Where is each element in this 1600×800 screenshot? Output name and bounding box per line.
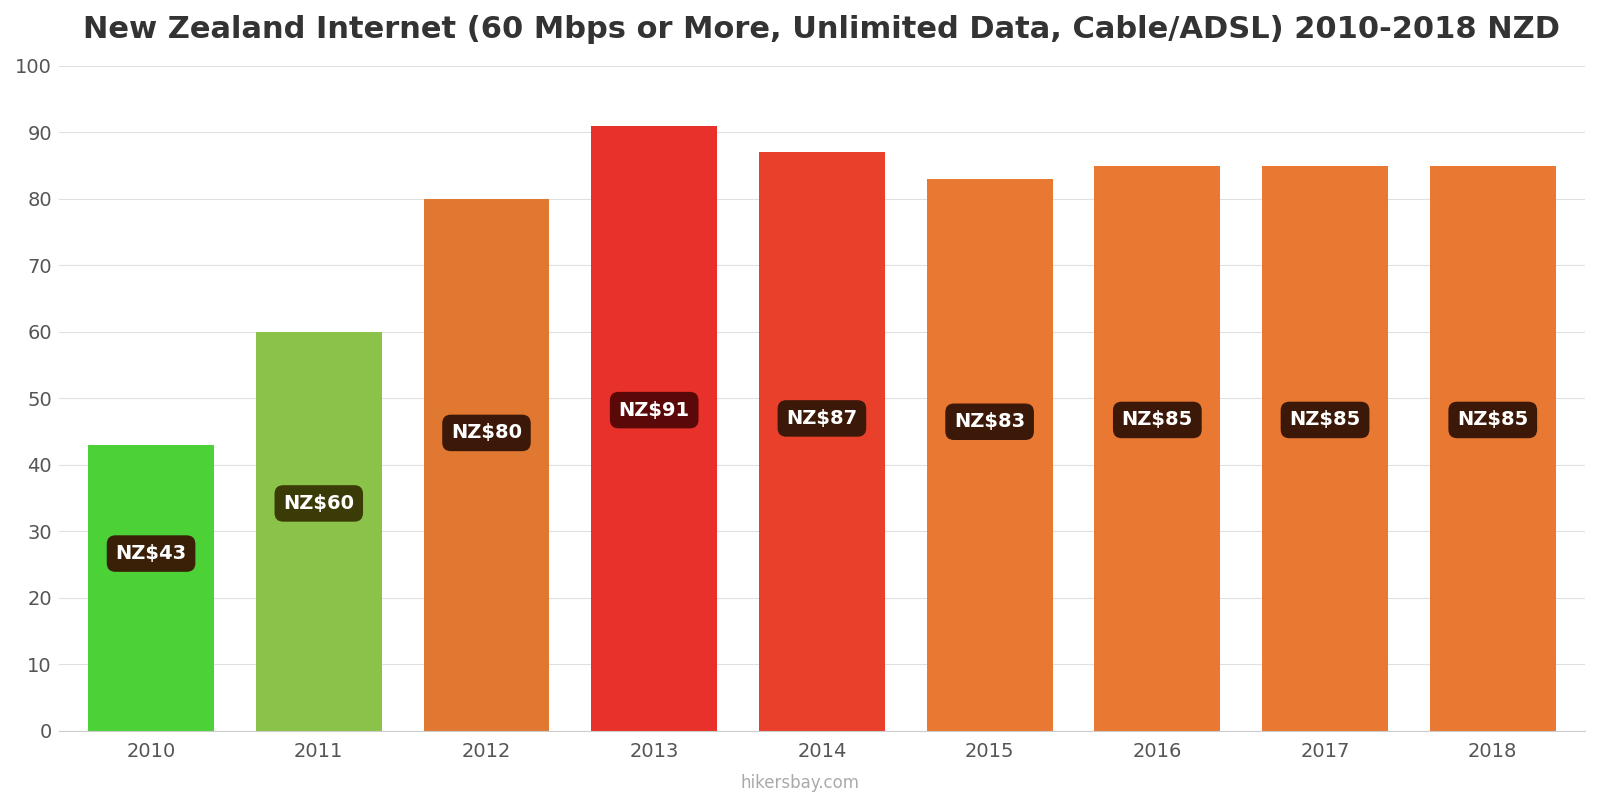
Bar xyxy=(592,126,717,731)
Bar xyxy=(926,179,1053,731)
Text: NZ$83: NZ$83 xyxy=(954,412,1026,431)
Bar xyxy=(1262,166,1387,731)
Text: NZ$85: NZ$85 xyxy=(1458,410,1528,430)
Text: NZ$85: NZ$85 xyxy=(1122,410,1194,430)
Text: NZ$91: NZ$91 xyxy=(619,401,690,420)
Text: NZ$87: NZ$87 xyxy=(786,409,858,428)
Bar xyxy=(1094,166,1221,731)
Text: hikersbay.com: hikersbay.com xyxy=(741,774,859,792)
Bar xyxy=(88,445,214,731)
Bar xyxy=(1430,166,1555,731)
Bar xyxy=(424,199,549,731)
Bar xyxy=(758,152,885,731)
Title: New Zealand Internet (60 Mbps or More, Unlimited Data, Cable/ADSL) 2010-2018 NZD: New Zealand Internet (60 Mbps or More, U… xyxy=(83,15,1560,44)
Text: NZ$60: NZ$60 xyxy=(283,494,354,513)
Text: NZ$85: NZ$85 xyxy=(1290,410,1360,430)
Text: NZ$43: NZ$43 xyxy=(115,544,187,563)
Bar xyxy=(256,332,382,731)
Text: NZ$80: NZ$80 xyxy=(451,423,522,442)
